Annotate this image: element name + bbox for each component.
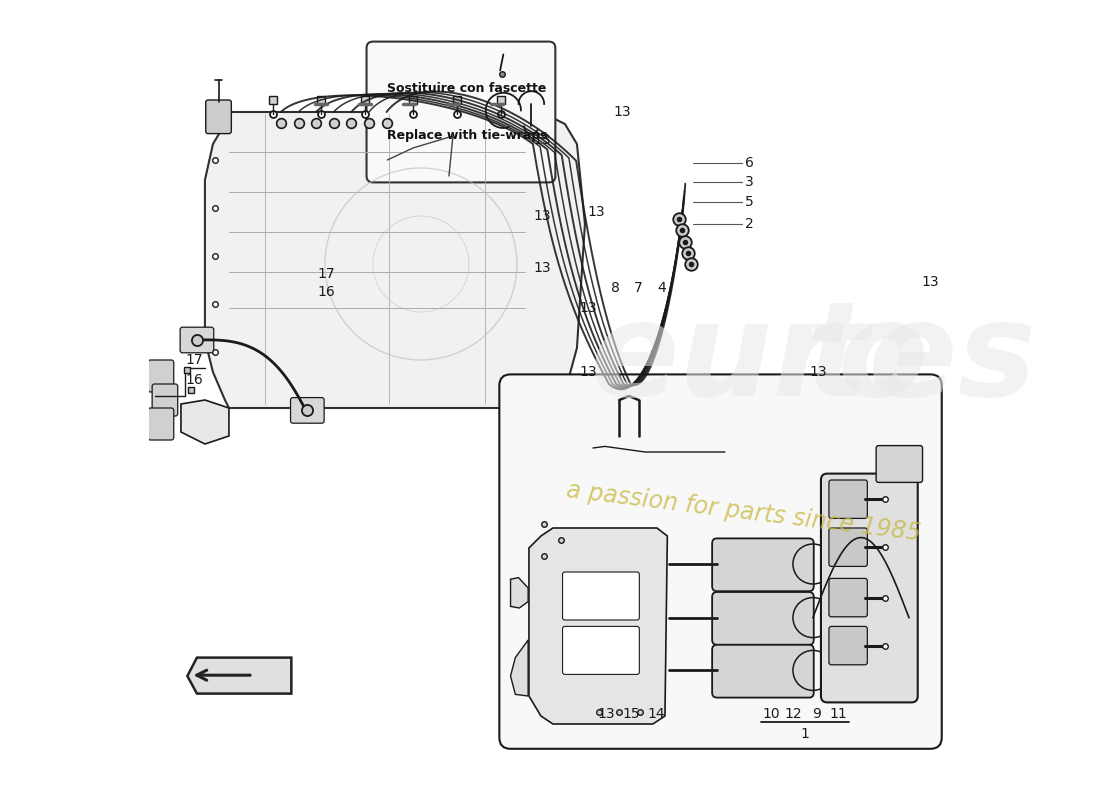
FancyBboxPatch shape xyxy=(148,360,174,392)
Text: 7: 7 xyxy=(634,281,642,295)
Text: 17: 17 xyxy=(317,266,334,281)
Text: tes: tes xyxy=(805,297,1036,423)
Text: 5: 5 xyxy=(745,194,754,209)
Polygon shape xyxy=(529,528,668,724)
FancyBboxPatch shape xyxy=(829,626,867,665)
FancyBboxPatch shape xyxy=(499,374,942,749)
Text: 4: 4 xyxy=(657,281,665,295)
Text: 13: 13 xyxy=(921,274,938,289)
FancyBboxPatch shape xyxy=(152,384,178,416)
FancyBboxPatch shape xyxy=(821,474,917,702)
Text: 13: 13 xyxy=(613,105,630,119)
Text: 13: 13 xyxy=(580,365,597,379)
FancyBboxPatch shape xyxy=(829,578,867,617)
Text: a passion for parts since 1985: a passion for parts since 1985 xyxy=(565,478,922,546)
Text: Replace with tie-wraps: Replace with tie-wraps xyxy=(387,129,548,142)
FancyBboxPatch shape xyxy=(876,446,923,482)
Text: 3: 3 xyxy=(745,175,754,190)
Polygon shape xyxy=(205,112,585,408)
FancyBboxPatch shape xyxy=(712,645,814,698)
FancyBboxPatch shape xyxy=(148,408,174,440)
FancyBboxPatch shape xyxy=(290,398,324,423)
Polygon shape xyxy=(180,400,229,444)
Text: euro: euro xyxy=(588,297,928,423)
FancyBboxPatch shape xyxy=(206,100,231,134)
Text: 13: 13 xyxy=(587,205,605,219)
Text: 13: 13 xyxy=(532,133,551,147)
Text: 16: 16 xyxy=(317,285,334,299)
FancyBboxPatch shape xyxy=(366,42,556,182)
FancyBboxPatch shape xyxy=(712,592,814,645)
FancyBboxPatch shape xyxy=(829,480,867,518)
Text: 14: 14 xyxy=(647,706,666,721)
Text: 13: 13 xyxy=(532,209,551,223)
FancyBboxPatch shape xyxy=(829,528,867,566)
Text: 8: 8 xyxy=(610,281,619,295)
Text: 13: 13 xyxy=(580,301,597,315)
Text: 16: 16 xyxy=(185,373,202,387)
Text: 15: 15 xyxy=(623,706,640,721)
Text: 17: 17 xyxy=(185,353,202,367)
Polygon shape xyxy=(510,640,528,696)
Polygon shape xyxy=(187,658,292,694)
Text: Sostituire con fascette: Sostituire con fascette xyxy=(387,82,547,95)
Text: 13: 13 xyxy=(808,365,826,379)
Text: 13: 13 xyxy=(532,261,551,275)
FancyBboxPatch shape xyxy=(180,327,213,353)
Text: 10: 10 xyxy=(762,706,780,721)
FancyBboxPatch shape xyxy=(562,626,639,674)
Text: 2: 2 xyxy=(745,217,754,231)
Text: 6: 6 xyxy=(745,156,754,170)
FancyBboxPatch shape xyxy=(712,538,814,591)
Text: 1: 1 xyxy=(801,726,810,741)
Text: 9: 9 xyxy=(812,706,821,721)
Polygon shape xyxy=(510,578,528,608)
Text: 12: 12 xyxy=(785,706,803,721)
FancyBboxPatch shape xyxy=(562,572,639,620)
Text: 13: 13 xyxy=(597,706,615,721)
Text: 11: 11 xyxy=(829,706,847,721)
